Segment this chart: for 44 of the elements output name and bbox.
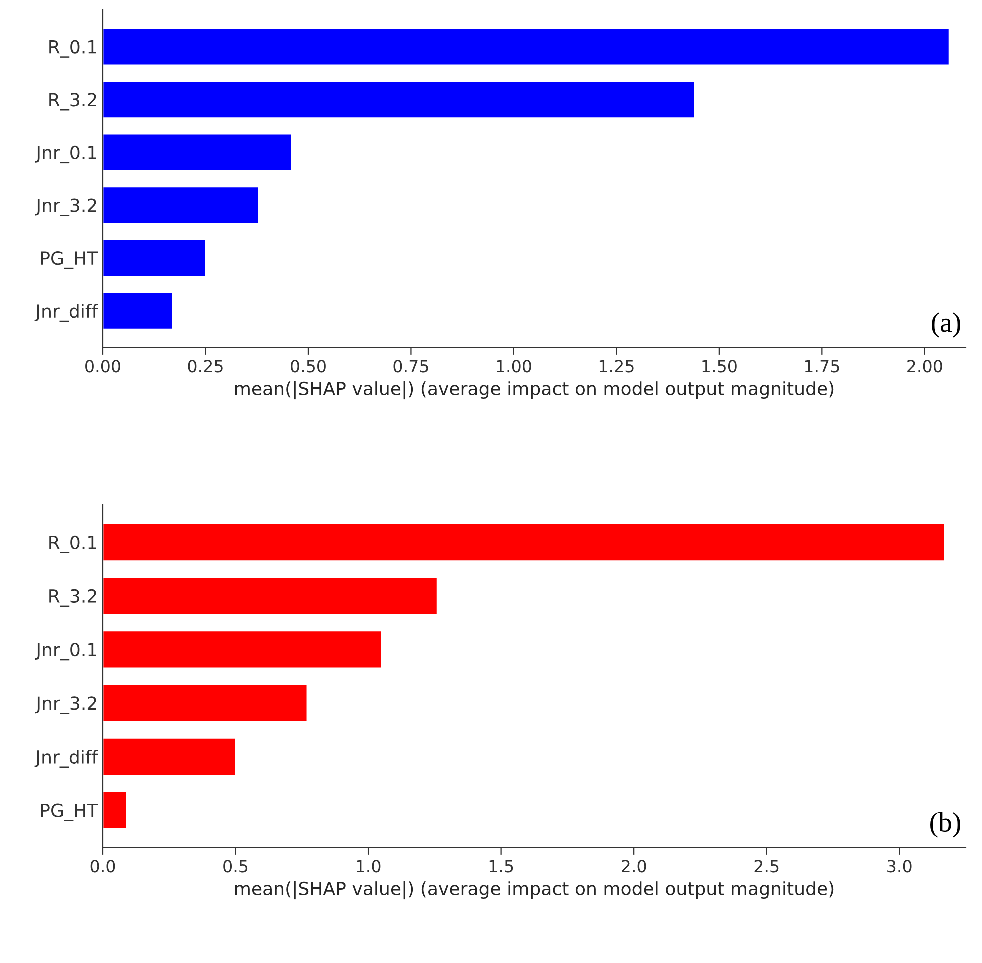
bar (103, 576, 438, 616)
y-tick-label: PG_HT (41, 252, 98, 270)
y-tick-label: R_3.2 (50, 589, 96, 608)
y-tick-label: Jnr_diff (34, 304, 98, 322)
x-tick-label: 2.0 (622, 860, 646, 873)
x-axis-title: mean(|SHAP value|) (average impact on model output magnitude) (235, 881, 834, 900)
x-tick-label: 2.5 (754, 860, 779, 873)
bar (103, 791, 128, 830)
y-tick-label: Jnr_3.2 (35, 198, 96, 216)
bar (103, 28, 950, 66)
bar (103, 186, 260, 225)
bar (103, 292, 174, 330)
y-tick-label: Jnr_diff (34, 750, 98, 768)
x-tick-label: 1.50 (702, 360, 737, 373)
annotation: (a) (932, 312, 960, 338)
bar (103, 684, 308, 723)
annotation: (b) (930, 812, 960, 838)
x-tick-label: 0.25 (188, 360, 223, 373)
y-tick-label: Jnr_3.2 (35, 696, 96, 714)
x-tick-label: 1.00 (497, 360, 532, 373)
x-tick-label: 0.75 (394, 360, 428, 373)
x-tick-label: 0.5 (224, 860, 248, 873)
x-tick-label: 3.0 (888, 860, 912, 873)
y-tick-label: PG_HT (41, 804, 98, 822)
y-tick-label: Jnr_0.1 (35, 643, 96, 661)
bar (103, 737, 236, 776)
y-tick-label: R_3.2 (50, 93, 96, 111)
x-tick-label: 1.25 (600, 360, 634, 373)
x-tick-label: 0.0 (90, 860, 116, 873)
x-tick-label: 1.75 (805, 360, 840, 373)
x-tick-label: 0.00 (86, 360, 120, 373)
y-tick-label: R_0.1 (50, 536, 96, 554)
y-tick-label: Jnr_0.1 (35, 146, 96, 164)
x-tick-label: 1.5 (490, 860, 514, 873)
bar (103, 80, 696, 119)
bar (103, 630, 383, 670)
bar (103, 133, 293, 172)
x-tick-label: 1.0 (357, 860, 381, 873)
x-tick-label: 2.00 (908, 360, 942, 373)
x-tick-label: 0.50 (291, 360, 326, 373)
x-axis-title: mean(|SHAP value|) (average impact on model output magnitude) (235, 381, 834, 400)
bar (103, 523, 946, 562)
bar (103, 239, 206, 278)
y-tick-label: R_0.1 (50, 40, 96, 58)
